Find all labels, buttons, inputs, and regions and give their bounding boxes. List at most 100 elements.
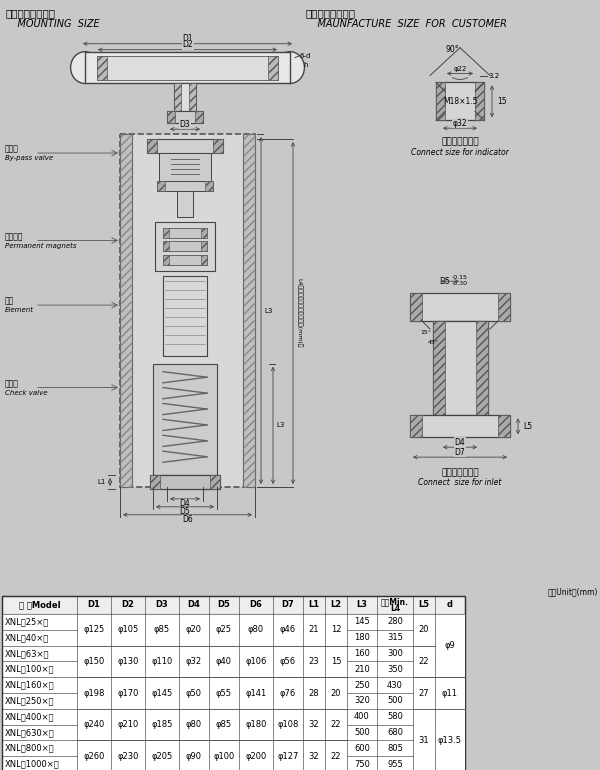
Text: 15: 15 [497, 97, 507, 105]
Bar [97, 55, 278, 79]
Bar [174, 83, 181, 112]
Bar [85, 52, 290, 83]
Text: φ85: φ85 [216, 720, 232, 729]
Text: 22: 22 [331, 720, 341, 729]
Bar [163, 228, 207, 237]
Text: 250: 250 [354, 681, 370, 690]
Text: Element: Element [5, 307, 34, 313]
Text: φ198: φ198 [83, 688, 104, 698]
Bar [209, 646, 239, 677]
Bar [150, 475, 220, 489]
Text: 28: 28 [308, 688, 319, 698]
Text: 15: 15 [331, 657, 341, 666]
Text: 955: 955 [387, 760, 403, 768]
Text: L4（用户加工所需最少尺寸(mm)）: L4（用户加工所需最少尺寸(mm)） [296, 278, 302, 348]
Text: XNL－1000×＊: XNL－1000×＊ [5, 760, 60, 768]
Text: h: h [303, 62, 308, 68]
Text: D1: D1 [88, 601, 100, 609]
Text: By-pass valve: By-pass valve [5, 155, 53, 161]
Bar [163, 276, 207, 356]
Text: 20: 20 [419, 625, 429, 634]
Text: XNL－400×＊: XNL－400×＊ [5, 712, 55, 721]
Bar [274, 678, 302, 708]
Bar [213, 139, 223, 153]
Bar [157, 181, 165, 191]
Text: 23: 23 [308, 657, 319, 666]
Bar [325, 646, 347, 677]
Circle shape [191, 165, 195, 169]
Bar [413, 614, 434, 645]
Text: d: d [447, 601, 453, 609]
Bar [174, 83, 196, 112]
Text: 315: 315 [387, 633, 403, 642]
Bar [436, 709, 464, 770]
Text: Check valve: Check valve [5, 390, 47, 396]
Bar [239, 741, 272, 770]
Text: φ50: φ50 [186, 688, 202, 698]
Text: 20: 20 [331, 688, 341, 698]
Circle shape [112, 64, 119, 71]
Text: φ106: φ106 [245, 657, 266, 666]
Text: φ22: φ22 [454, 65, 467, 72]
Bar [2, 661, 465, 677]
Text: 12: 12 [331, 625, 341, 634]
Text: 90°: 90° [445, 45, 459, 54]
Bar [112, 678, 145, 708]
Text: 15°: 15° [420, 330, 431, 336]
Bar [2, 741, 465, 756]
Bar [146, 678, 179, 708]
Ellipse shape [275, 52, 304, 83]
Bar [163, 228, 169, 237]
Bar [325, 709, 347, 740]
Bar [304, 741, 325, 770]
Circle shape [175, 165, 179, 169]
Text: L2: L2 [331, 601, 341, 609]
Text: 发讯器接口尺寸: 发讯器接口尺寸 [441, 138, 479, 146]
Bar [155, 222, 215, 271]
Bar [274, 646, 302, 677]
Text: -0.15: -0.15 [452, 275, 468, 280]
Bar [475, 82, 484, 120]
Text: Connect size for indicator: Connect size for indicator [411, 148, 509, 156]
Text: D3: D3 [155, 601, 169, 609]
Text: φ13.5: φ13.5 [438, 736, 462, 745]
Text: 45°: 45° [428, 340, 439, 346]
Bar [325, 614, 347, 645]
Text: D5: D5 [439, 276, 450, 286]
Bar [77, 614, 110, 645]
Text: D1: D1 [182, 34, 193, 43]
Text: φ108: φ108 [277, 720, 299, 729]
Text: Permanent magnets: Permanent magnets [5, 243, 77, 249]
Bar [436, 82, 445, 120]
Text: L3: L3 [265, 307, 273, 313]
Text: 22: 22 [419, 657, 429, 666]
Bar [146, 614, 179, 645]
Text: D3: D3 [179, 119, 190, 129]
Text: 750: 750 [354, 760, 370, 768]
Text: φ180: φ180 [245, 720, 266, 729]
Bar [205, 181, 213, 191]
Bar [410, 415, 510, 437]
Bar [436, 614, 464, 677]
Bar [120, 134, 132, 487]
Circle shape [183, 165, 187, 169]
Bar [146, 741, 179, 770]
Bar [147, 139, 223, 153]
Ellipse shape [71, 52, 100, 83]
Bar [413, 646, 434, 677]
Text: φ105: φ105 [118, 625, 139, 634]
Text: D2: D2 [122, 601, 134, 609]
Bar [498, 415, 510, 437]
Text: D6: D6 [182, 515, 193, 524]
Bar [2, 645, 465, 661]
Bar [195, 112, 203, 123]
Bar [179, 741, 209, 770]
Bar [410, 415, 422, 437]
Text: D4: D4 [179, 499, 190, 508]
Bar [112, 741, 145, 770]
Bar [304, 678, 325, 708]
Bar [179, 646, 209, 677]
Bar [410, 293, 510, 321]
Text: Connect  size for inlet: Connect size for inlet [418, 478, 502, 487]
Text: φ32: φ32 [452, 119, 467, 128]
